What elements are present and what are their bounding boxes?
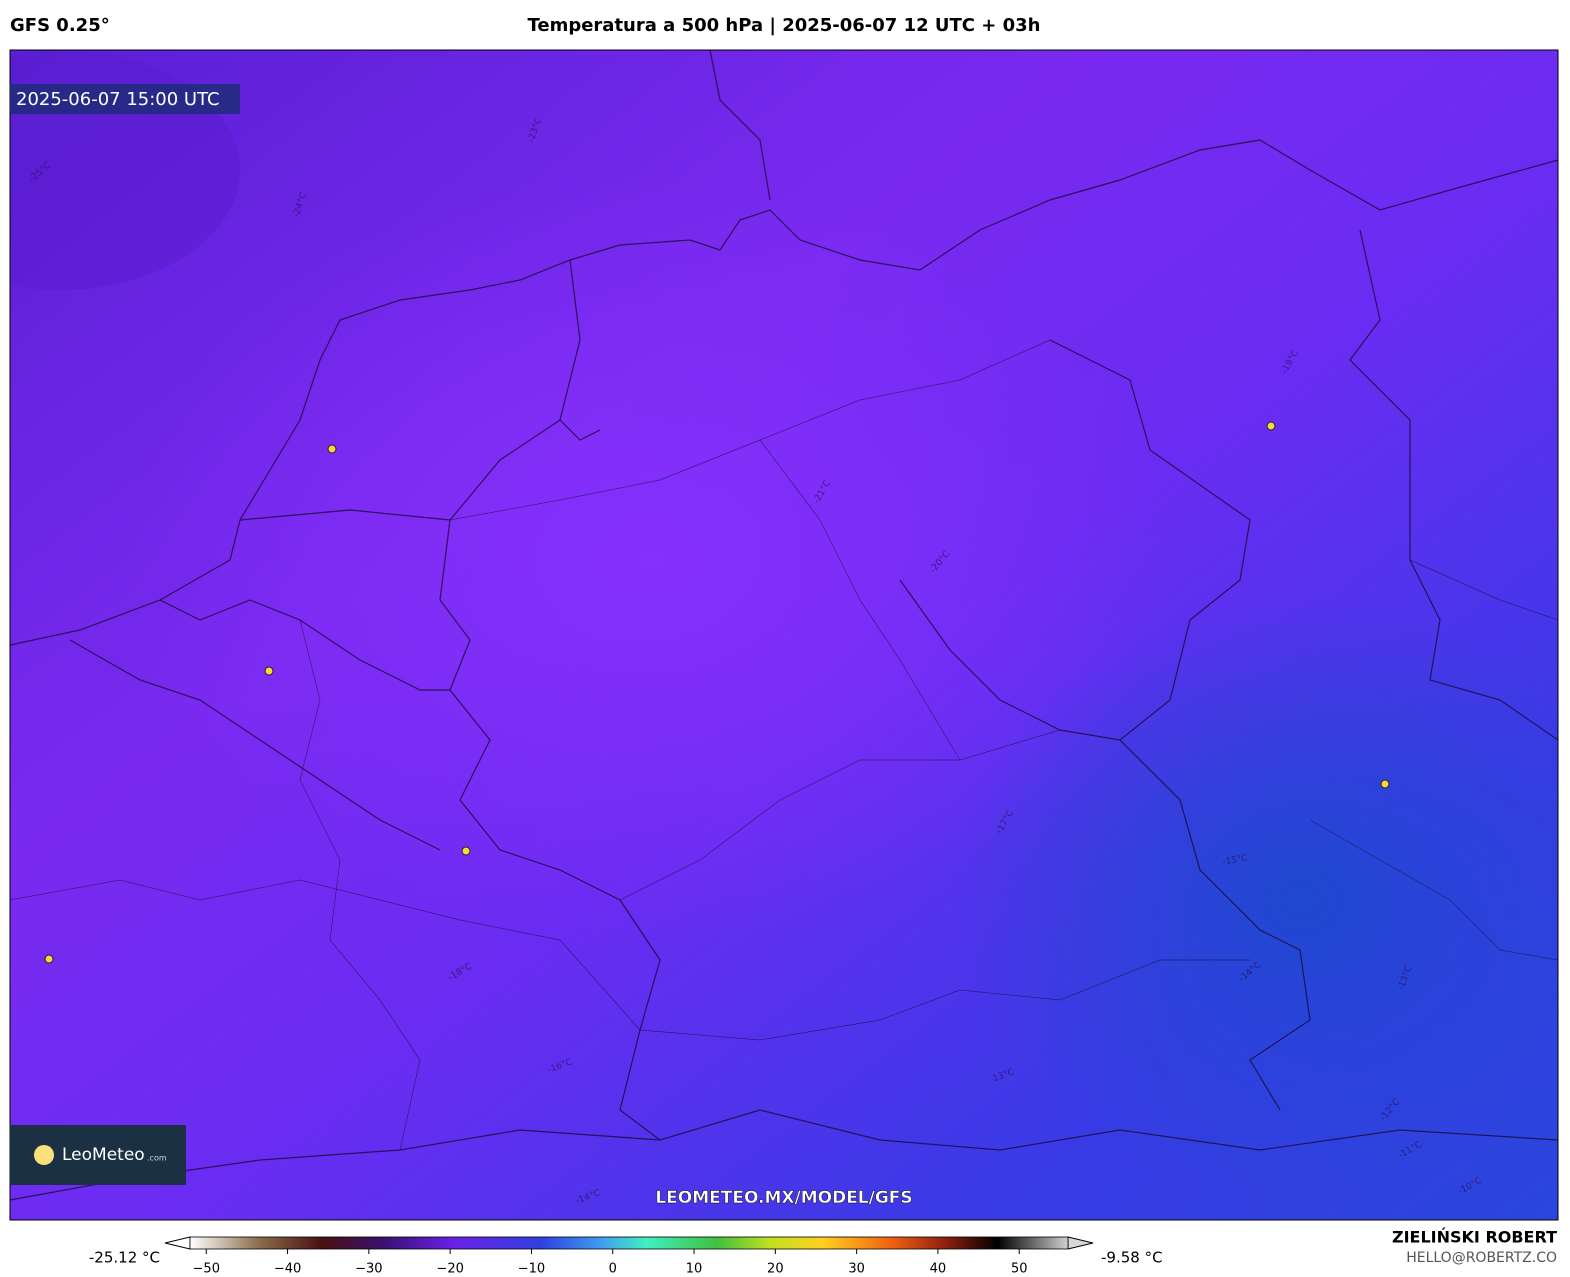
logo-sun: [34, 1145, 54, 1165]
colorbar-extend-high: [1067, 1236, 1094, 1250]
city-dot: [264, 666, 274, 676]
cold-area: [950, 600, 1558, 1200]
colorbar-tick-label: 20: [767, 1262, 784, 1277]
colorbar-tick-label: −20: [436, 1262, 463, 1277]
colorbar-tick-label: −30: [355, 1262, 382, 1277]
author: ZIELIŃSKI ROBERT: [1392, 1228, 1557, 1247]
colorbar-tick-label: 10: [686, 1262, 703, 1277]
city-dot: [1380, 779, 1390, 789]
colorbar-min-label: -25.12 °C: [89, 1249, 160, 1267]
colorbar-tick-label: −50: [193, 1262, 220, 1277]
borders: [10, 50, 1558, 1201]
colorbar-tick-label: 40: [930, 1262, 947, 1277]
source-url: LEOMETEO.MX/MODEL/GFS: [655, 1188, 912, 1208]
map-title: Temperatura a 500 hPa | 2025-06-07 12 UT…: [527, 15, 1040, 36]
model-label: GFS 0.25°: [10, 15, 110, 36]
map-frame: [9, 49, 1559, 1221]
city-dot: [1266, 421, 1276, 431]
cities: [44, 421, 1390, 964]
map: -25°C-24°C-23°C-21°C-20°C-19°C-18°C-17°C…: [10, 50, 1558, 1220]
colorbar-max-label: -9.58 °C: [1101, 1249, 1163, 1267]
city-dot: [461, 846, 471, 856]
colorbar-scale: [189, 1236, 1069, 1250]
city-dot: [327, 444, 337, 454]
city-dot: [44, 954, 54, 964]
colorbar-tick-label: −40: [274, 1262, 301, 1277]
warm-area: [130, 180, 1170, 940]
colorbar-tick-label: 30: [848, 1262, 865, 1277]
logo-suffix: .com: [147, 1154, 167, 1163]
timestamp: 2025-06-07 15:00 UTC: [16, 89, 220, 110]
logo-name: LeoMeteo: [62, 1145, 145, 1165]
colorbar-extend-low: [164, 1236, 191, 1250]
colorbar: [164, 1236, 1094, 1254]
email: HELLO@ROBERTZ.CO: [1406, 1250, 1557, 1266]
timestamp-box: [10, 84, 240, 114]
colorbar-tick-label: −10: [518, 1262, 545, 1277]
colorbar-tick-label: 50: [1011, 1262, 1028, 1277]
colorbar-tick-label: 0: [609, 1262, 617, 1277]
contour-label: -15°C: [1222, 853, 1249, 867]
